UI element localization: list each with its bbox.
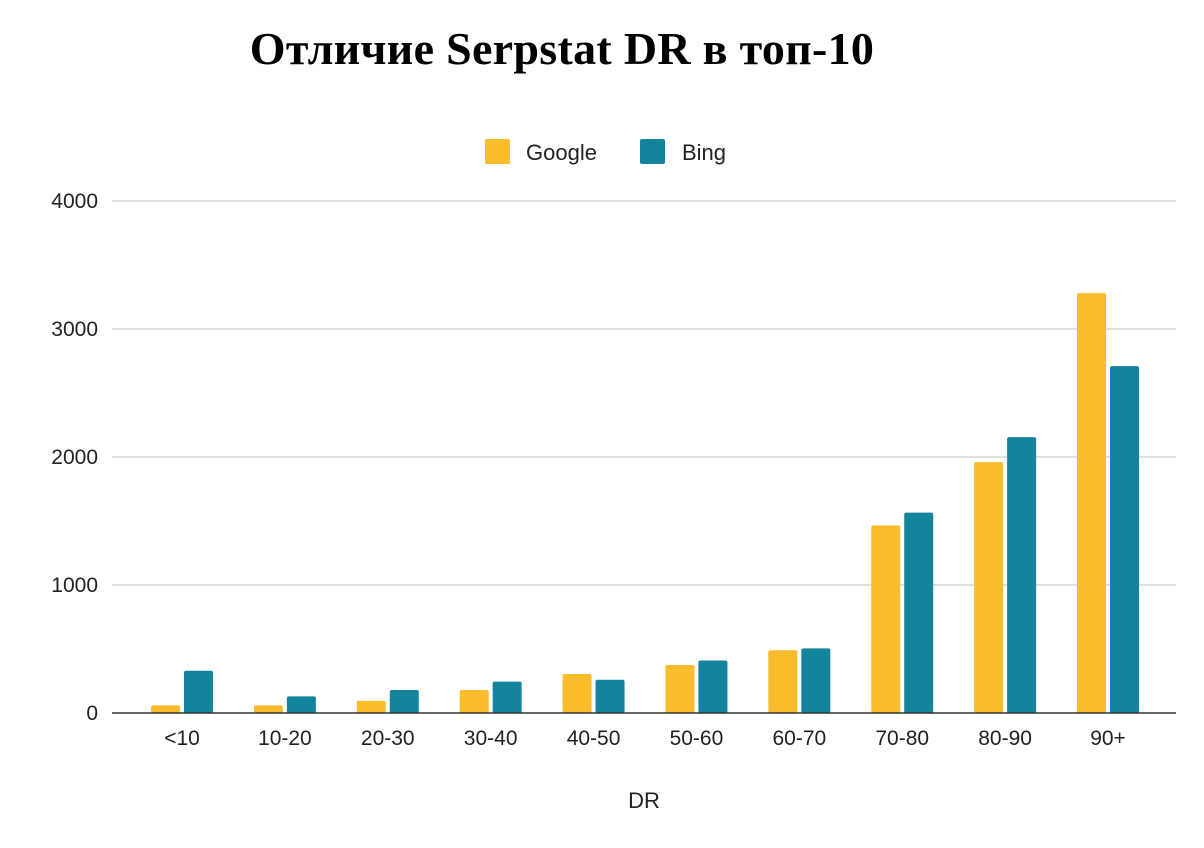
bar-google-2	[356, 700, 386, 713]
x-tick-label: 80-90	[978, 727, 1032, 750]
bar-google-9	[1077, 293, 1106, 713]
x-tick-label: 30-40	[464, 727, 518, 750]
legend-swatch-google	[485, 139, 510, 164]
x-axis-title: DR	[628, 788, 660, 813]
x-tick-label: 50-60	[670, 727, 724, 750]
x-tick-label: <10	[164, 727, 200, 750]
bar-bing-2	[389, 689, 419, 713]
bar-bing-3	[492, 681, 522, 713]
y-axis-ticks: 0 1000 2000 3000 4000	[51, 190, 98, 725]
x-tick-label: 40-50	[567, 727, 621, 750]
x-tick-label: 10-20	[258, 727, 312, 750]
bar-google-7	[871, 525, 901, 713]
bar-bing-9	[1110, 366, 1139, 713]
x-tick-label: 60-70	[772, 727, 826, 750]
bar-google-3	[459, 689, 489, 713]
legend-swatch-bing	[640, 139, 665, 164]
y-tick-label: 3000	[51, 318, 98, 341]
x-tick-label: 70-80	[875, 727, 929, 750]
y-tick-label: 4000	[51, 190, 98, 213]
bar-bing-4	[595, 679, 625, 713]
bar-bing-5	[698, 660, 728, 713]
legend-label-google: Google	[526, 140, 597, 165]
legend-label-bing: Bing	[682, 140, 726, 165]
bar-google-5	[665, 665, 695, 713]
x-tick-label: 20-30	[361, 727, 415, 750]
bar-bing-1	[286, 696, 316, 713]
bar-bing-8	[1007, 437, 1037, 713]
chart-title: Отличие Serpstat DR в топ-10	[249, 23, 875, 74]
bar-google-4	[562, 673, 592, 713]
bars	[151, 293, 1139, 713]
y-tick-label: 2000	[51, 446, 98, 469]
x-axis-labels: <10 10-20 20-30 30-40 40-50 50-60 60-70 70-80 80…	[164, 727, 1126, 750]
bar-bing-7	[904, 512, 934, 713]
bar-google-6	[768, 650, 798, 713]
bar-google-0	[151, 705, 180, 713]
y-tick-label: 0	[86, 702, 98, 725]
bar-bing-0	[184, 670, 213, 713]
x-tick-label: 90+	[1090, 727, 1126, 750]
bar-google-1	[253, 705, 283, 713]
bar-google-8	[974, 462, 1004, 713]
y-tick-label: 1000	[51, 574, 98, 597]
bar-bing-6	[801, 648, 831, 713]
legend: Google Bing	[485, 139, 726, 165]
